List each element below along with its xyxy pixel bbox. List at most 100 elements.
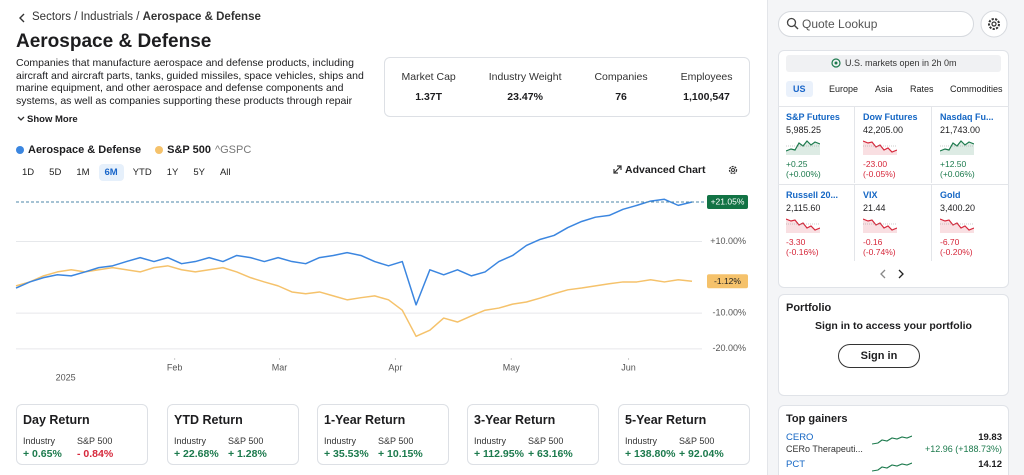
breadcrumb-current: Aerospace & Defense bbox=[142, 11, 261, 23]
gainer-change: +12.96 (+188.73%) bbox=[924, 444, 1002, 454]
return-label: Industry bbox=[474, 436, 507, 446]
show-more[interactable]: Show More bbox=[27, 114, 78, 125]
range-button[interactable]: 5Y bbox=[193, 167, 205, 178]
last-value-badge bbox=[707, 194, 748, 209]
market-status: U.S. markets open in 2h 0m bbox=[845, 58, 957, 68]
return-value: + 63.16% bbox=[528, 448, 573, 460]
last-value-label: +21.05% bbox=[711, 197, 745, 207]
return-value: + 0.65% bbox=[23, 448, 62, 460]
x-tick-label: May bbox=[503, 362, 521, 372]
advanced-chart-link[interactable]: Advanced Chart bbox=[625, 164, 706, 176]
tile-percent: (-0.74%) bbox=[863, 247, 896, 257]
tile-name: Gold bbox=[940, 190, 961, 200]
stat: Industry Weight 23.47% bbox=[489, 71, 562, 103]
return-value: + 1.28% bbox=[228, 448, 267, 460]
tile-price: 2,115.60 bbox=[786, 203, 821, 213]
stat-value: 1,100,547 bbox=[683, 91, 730, 103]
tile-sparkline bbox=[786, 140, 820, 155]
pager[interactable] bbox=[878, 268, 908, 280]
sparkline-line bbox=[940, 218, 974, 231]
tile-sparkline bbox=[863, 218, 897, 233]
range-button[interactable]: 5D bbox=[49, 167, 62, 178]
stat-value: 76 bbox=[615, 91, 627, 103]
tile-sparkline bbox=[940, 218, 974, 233]
market-tab[interactable]: US bbox=[786, 81, 813, 97]
return-title: 1-Year Return bbox=[324, 413, 406, 427]
tile-sparkline bbox=[786, 218, 820, 233]
return-title: 3-Year Return bbox=[474, 413, 556, 427]
chart-settings-icon[interactable] bbox=[727, 164, 739, 176]
stat-label: Companies bbox=[594, 71, 648, 83]
show-more-chevron bbox=[17, 116, 25, 121]
chart: +10.00% -10.00% -20.00% Feb Mar Apr May Jun 2025… bbox=[15, 194, 748, 382]
gainer-symbol[interactable]: PCT bbox=[786, 459, 805, 470]
stat-value: 23.47% bbox=[507, 91, 543, 103]
market-tab[interactable]: Asia bbox=[875, 84, 893, 94]
last-value-badge bbox=[707, 274, 748, 289]
breadcrumb-link[interactable]: Sectors bbox=[32, 11, 71, 23]
sparkline-line bbox=[872, 435, 912, 445]
series-line bbox=[15, 198, 693, 306]
tile-name: Russell 20... bbox=[786, 190, 839, 200]
tile-name: VIX bbox=[863, 190, 878, 200]
top-gainers-title: Top gainers bbox=[786, 413, 848, 425]
page-title: Aerospace & Defense bbox=[16, 31, 212, 52]
back-chevron[interactable] bbox=[18, 13, 26, 23]
sparkline-area bbox=[786, 141, 820, 155]
return-title: Day Return bbox=[23, 413, 90, 427]
tile-percent: (+0.00%) bbox=[786, 169, 821, 179]
market-tile[interactable]: S&P Futures 5,985.25 +0.25 (+0.00%) bbox=[778, 106, 855, 183]
market-tile[interactable]: Dow Futures 42,205.00 -23.00 (-0.05%) bbox=[855, 106, 932, 183]
gainer-sparkline bbox=[872, 462, 912, 472]
y-tick-label: -20.00% bbox=[712, 343, 746, 353]
search-box[interactable] bbox=[778, 11, 974, 37]
market-tile[interactable]: VIX 21.44 -0.16 (-0.74%) bbox=[855, 184, 932, 261]
range-button[interactable]: YTD bbox=[132, 167, 152, 178]
gainer-symbol[interactable]: CERO bbox=[786, 432, 814, 443]
range-button[interactable]: 6M bbox=[98, 164, 124, 181]
market-tile[interactable]: Russell 20... 2,115.60 -3.30 (-0.16%) bbox=[778, 184, 855, 261]
settings-button[interactable] bbox=[980, 10, 1008, 38]
breadcrumb: Sectors / Industrials / Aerospace & Defe… bbox=[32, 11, 261, 23]
return-card: 3-Year Return Industry S&P 500 + 112.95% + 6… bbox=[467, 404, 599, 465]
portfolio-message: Sign in to access your portfolio bbox=[815, 320, 972, 332]
return-title: YTD Return bbox=[174, 413, 243, 427]
market-tab[interactable]: Europe bbox=[829, 84, 859, 94]
legend-swatch bbox=[155, 146, 164, 154]
return-card: 1-Year Return Industry S&P 500 + 35.53% + 10… bbox=[317, 404, 449, 465]
market-tab[interactable]: Rates bbox=[910, 84, 934, 94]
range-selector: 1D 5D 1M 6M YTD 1Y 5Y All bbox=[16, 164, 240, 181]
status-icon bbox=[831, 58, 841, 68]
gainer-price: 19.83 bbox=[978, 432, 1002, 443]
sign-in-button[interactable]: Sign in bbox=[838, 344, 920, 368]
sparkline-area bbox=[786, 219, 820, 233]
sparkline-line bbox=[786, 218, 820, 231]
market-tile[interactable]: Nasdaq Fu... 21,743.00 +12.50 (+0.06%) bbox=[932, 106, 1009, 183]
tile-price: 42,205.00 bbox=[863, 125, 904, 135]
tile-sparkline bbox=[863, 140, 897, 155]
portfolio-title: Portfolio bbox=[786, 302, 832, 314]
stat-label: Industry Weight bbox=[488, 71, 562, 83]
stats-box: Market Cap 1.37T Industry Weight 23.47% Comp… bbox=[384, 57, 750, 117]
return-card: 5-Year Return Industry S&P 500 + 138.80% + 9… bbox=[618, 404, 750, 465]
range-button[interactable]: All bbox=[219, 167, 231, 178]
y-tick-label: -10.00% bbox=[712, 307, 746, 317]
search-icon bbox=[786, 17, 799, 30]
range-button[interactable]: 1Y bbox=[166, 167, 179, 178]
series-line bbox=[15, 265, 693, 338]
stat-value: 1.37T bbox=[415, 91, 443, 103]
return-card: Day Return Industry S&P 500 + 0.65% - 0.84% bbox=[16, 404, 148, 465]
breadcrumb-link[interactable]: Industrials bbox=[80, 11, 134, 23]
tile-change: -3.30 bbox=[786, 237, 806, 247]
market-tab[interactable]: Commodities bbox=[950, 84, 1003, 94]
tile-change: +12.50 bbox=[940, 159, 967, 169]
range-button[interactable]: 1M bbox=[76, 167, 90, 178]
market-tile[interactable]: Gold 3,400.20 -6.70 (-0.20%) bbox=[932, 184, 1009, 261]
search-placeholder: Quote Lookup bbox=[802, 17, 878, 31]
return-label: S&P 500 bbox=[228, 436, 264, 446]
range-button[interactable]: 1D bbox=[22, 167, 35, 178]
legend: Aerospace & Defense S&P 500 ^GSPC bbox=[16, 144, 251, 156]
legend-swatch bbox=[16, 146, 24, 154]
gainer-name: CERo Therapeuti... bbox=[786, 444, 863, 454]
